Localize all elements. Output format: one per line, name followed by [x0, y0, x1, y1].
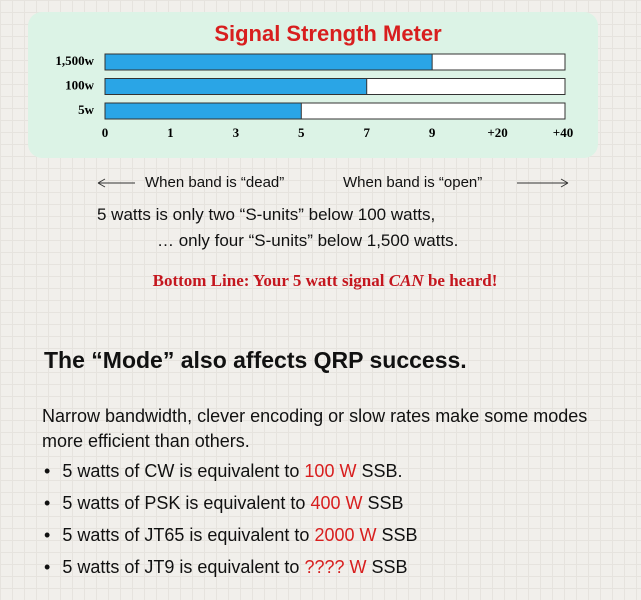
bullet: • 5 watts of JT9 is equivalent to ???? W … — [44, 557, 408, 578]
y-tick-label: 5w — [78, 102, 95, 117]
text: SSB — [362, 493, 404, 513]
intro: Narrow bandwidth, clever encoding or slo… — [42, 406, 588, 451]
heading: The “Mode” also affects QRP success. — [44, 347, 467, 373]
text: SSB — [376, 525, 418, 545]
bottom-line: Bottom Line: Your 5 watt signal CAN be h… — [0, 271, 641, 291]
chart-title: Signal Strength Meter — [214, 21, 442, 46]
bullet: • 5 watts of PSK is equivalent to 400 W S… — [44, 493, 404, 514]
text: SSB. — [356, 461, 403, 481]
bullet-dot: • — [44, 557, 51, 577]
bar — [104, 53, 433, 71]
caption-right: When band is “open” — [343, 174, 483, 191]
text: 5 watts of JT9 is equivalent to — [62, 557, 305, 577]
power: 400 W — [310, 493, 363, 513]
bar — [104, 102, 302, 120]
y-tick-label: 1,500w — [55, 53, 94, 68]
y-tick-label: 100w — [65, 77, 95, 92]
text: SSB — [366, 557, 408, 577]
power: 100 W — [304, 461, 357, 481]
bar — [104, 78, 368, 95]
right-arrow — [517, 178, 569, 188]
text: 5 watts of JT65 is equivalent to — [62, 525, 315, 545]
body-line: 5 watts is only two “S-units” below 100 … — [97, 205, 436, 224]
text: 5 watts of CW is equivalent to — [62, 461, 305, 481]
x-tick-label: +40 — [553, 125, 573, 140]
x-tick-label: 3 — [233, 125, 240, 140]
x-tick-label: 5 — [298, 125, 305, 140]
x-tick-label: 1 — [167, 125, 174, 140]
bullet: • 5 watts of JT65 is equivalent to 2000 W… — [44, 525, 418, 546]
text: Bottom Line: Your 5 watt signal — [152, 271, 389, 290]
power: ???? W — [304, 557, 367, 577]
x-tick-label: 0 — [102, 125, 109, 140]
text: 5 watts of PSK is equivalent to — [62, 493, 311, 513]
power: 2000 W — [314, 525, 377, 545]
meter-chart: Signal Strength Meter 0 1 3 5 7 9 +20 +40 1,500w… — [28, 12, 598, 158]
bullet-dot: • — [44, 525, 51, 545]
text: be heard! — [423, 271, 498, 290]
bullet-dot: • — [44, 493, 51, 513]
left-arrow — [97, 178, 135, 188]
bullet-dot: • — [44, 461, 51, 481]
body-line: … only four “S-units” below 1,500 watts. — [157, 231, 459, 250]
bullet: • 5 watts of CW is equivalent to 100 W SS… — [44, 461, 402, 482]
emphasis: CAN — [388, 271, 424, 290]
x-tick-label: 7 — [363, 125, 370, 140]
arrows — [97, 178, 569, 188]
x-tick-label: 9 — [429, 125, 436, 140]
x-tick-label: +20 — [487, 125, 507, 140]
caption-left: When band is “dead” — [145, 174, 285, 191]
